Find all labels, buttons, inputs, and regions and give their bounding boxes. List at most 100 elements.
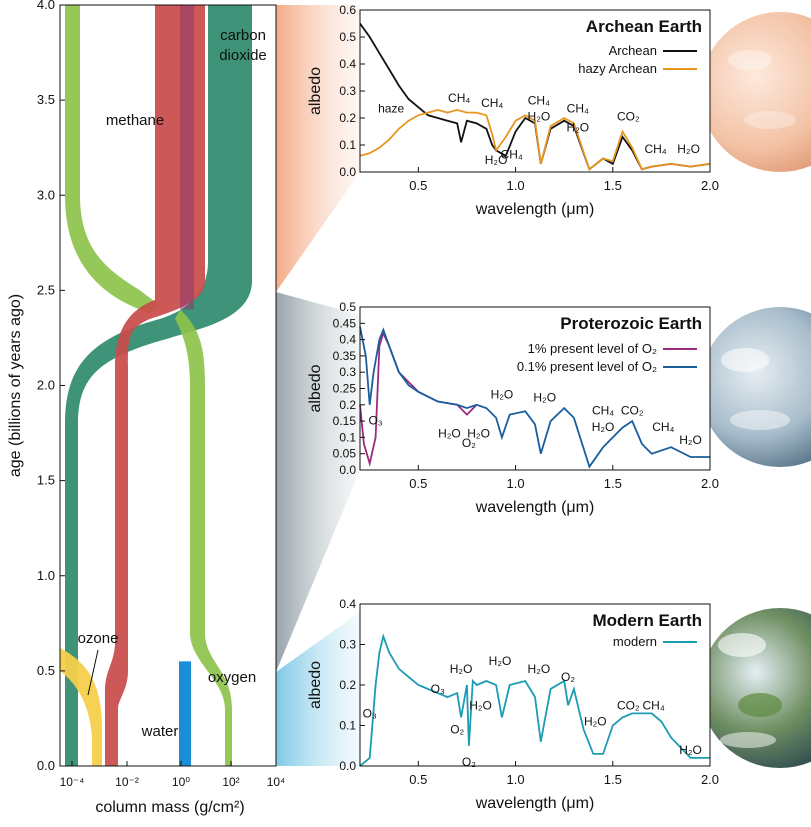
xtick-label: 1.0 xyxy=(507,476,525,491)
annotation-label: H₂O xyxy=(491,387,514,401)
label-dioxide: dioxide xyxy=(219,47,267,64)
ytick-label: 0.1 xyxy=(339,719,356,733)
annotation-label: CO₂ xyxy=(617,698,640,712)
ytick-label: 0.2 xyxy=(339,398,356,412)
series-line-0 xyxy=(359,633,710,767)
xtick-label: 1.5 xyxy=(604,476,622,491)
annotation-label: CH₄ xyxy=(567,102,589,116)
ytick-label: 0.4 xyxy=(339,597,356,611)
annotation-label: O₂ xyxy=(561,670,575,684)
annotation-label: H₂O xyxy=(566,121,589,135)
annotation-label: H₂O xyxy=(469,698,492,712)
methane-water-overlap xyxy=(180,5,194,310)
annotation-label: H₂O xyxy=(677,142,700,156)
connector-archean xyxy=(276,5,360,292)
annotation-label: H₂O xyxy=(467,426,490,440)
annotation-label: haze xyxy=(378,102,404,116)
left-xtick-label: 10⁰ xyxy=(172,775,190,789)
connector-proterozoic xyxy=(276,292,360,672)
annotation-label: CH₄ xyxy=(528,94,550,108)
annotation-label: CH₄ xyxy=(652,420,674,434)
annotation-label: CO₂ xyxy=(621,404,644,418)
xtick-label: 0.5 xyxy=(409,772,427,787)
ytick-label: 0.2 xyxy=(339,678,356,692)
panel-title: Proterozoic Earth xyxy=(560,314,702,333)
annotation-label: O₂ xyxy=(462,755,476,769)
annotation-label: O₃ xyxy=(368,413,382,427)
label-oxygen: oxygen xyxy=(208,669,256,686)
annotation-label: CH₄ xyxy=(592,404,614,418)
label-ozone: ozone xyxy=(78,630,119,647)
ytick-label: 0.3 xyxy=(339,84,356,98)
ytick-label: 0.5 xyxy=(339,30,356,44)
modern-planet-image xyxy=(700,608,811,768)
legend-label: hazy Archean xyxy=(578,61,657,76)
annotation-label: H₂O xyxy=(528,662,551,676)
legend-label: modern xyxy=(613,634,657,649)
connector-modern xyxy=(276,612,360,766)
xlabel: wavelength (μm) xyxy=(475,201,595,218)
annotation-label: CH₄ xyxy=(644,142,666,156)
left-ytick-label: 2.0 xyxy=(37,378,55,393)
legend-label: 0.1% present level of O₂ xyxy=(517,359,657,374)
ytick-label: 0.05 xyxy=(333,447,357,461)
label-carbon: carbon xyxy=(220,27,266,44)
panel-title: Modern Earth xyxy=(592,611,702,630)
plot-background xyxy=(360,307,710,470)
plot-background xyxy=(360,10,710,172)
legend-label: 1% present level of O₂ xyxy=(528,341,657,356)
archean-planet-image xyxy=(700,12,811,172)
annotation-label: H₂O xyxy=(533,391,556,405)
left-xtick-label: 10⁻⁴ xyxy=(60,775,85,789)
xtick-label: 2.0 xyxy=(701,178,719,193)
annotation-label: CO₂ xyxy=(617,110,640,124)
annotation-label: H₂O xyxy=(438,426,461,440)
modern-spectrum-chart: 0.0 0.1 0.2 0.3 0.4 0.5 1.0 1.5 2.0 albedo wavelen… xyxy=(307,597,719,812)
annotation-label: H₂O xyxy=(679,433,702,447)
series-line-0 xyxy=(359,22,711,171)
xtick-label: 2.0 xyxy=(701,476,719,491)
ytick-label: 0.6 xyxy=(339,3,356,17)
annotation-label: H₂O xyxy=(528,110,551,124)
ytick-label: 0.5 xyxy=(339,300,356,314)
atmosphere-composition-chart: 0.0 0.5 1.0 1.5 2.0 2.5 3.0 3.5 4.0 10⁻⁴ 10⁻² 10⁰ 10… xyxy=(7,0,285,816)
label-water: water xyxy=(141,723,179,740)
xlabel: wavelength (μm) xyxy=(475,795,595,812)
left-ytick-label: 2.5 xyxy=(37,282,55,297)
oxygen-band-archean xyxy=(65,5,160,314)
left-xtick-label: 10² xyxy=(222,775,239,789)
annotation-label: O₂ xyxy=(462,436,476,450)
xtick-label: 2.0 xyxy=(701,772,719,787)
ytick-label: 0.45 xyxy=(333,316,357,330)
ytick-label: 0.25 xyxy=(333,382,357,396)
left-ytick-label: 3.0 xyxy=(37,187,55,202)
ytick-label: 0.0 xyxy=(339,463,356,477)
ytick-label: 0.2 xyxy=(339,111,356,125)
annotation-label: H₂O xyxy=(489,654,512,668)
ytick-label: 0.35 xyxy=(333,349,357,363)
annotation-label: H₂O xyxy=(584,715,607,729)
ytick-label: 0.4 xyxy=(339,57,356,71)
ylabel: albedo xyxy=(307,661,324,709)
annotation-label: H₂O xyxy=(485,153,508,167)
ytick-label: 0.0 xyxy=(339,759,356,773)
oxygen-band-proterozoic xyxy=(175,309,232,766)
ytick-label: 0.0 xyxy=(339,165,356,179)
left-ytick-label: 0.5 xyxy=(37,663,55,678)
proterozoic-planet-image xyxy=(700,307,811,467)
xtick-label: 0.5 xyxy=(409,476,427,491)
xtick-label: 1.5 xyxy=(604,178,622,193)
ytick-label: 0.3 xyxy=(339,638,356,652)
label-methane: methane xyxy=(106,112,164,129)
annotation-label: H₂O xyxy=(450,662,473,676)
annotation-label: H₂O xyxy=(679,743,702,757)
ozone-pointer xyxy=(87,649,99,696)
left-xtick-label: 10⁻² xyxy=(115,775,139,789)
left-ylabel: age (billions of years ago) xyxy=(7,294,24,477)
annotation-label: O₃ xyxy=(431,682,445,696)
left-ytick-label: 1.5 xyxy=(37,473,55,488)
xtick-label: 0.5 xyxy=(409,178,427,193)
annotation-label: O₂ xyxy=(450,723,464,737)
water-band xyxy=(179,661,191,766)
